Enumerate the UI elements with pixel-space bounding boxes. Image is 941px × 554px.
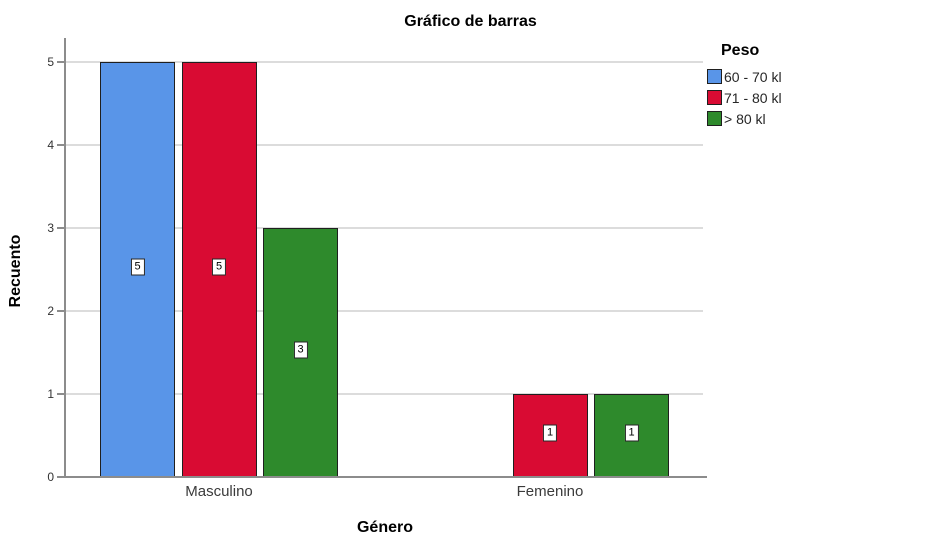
legend-title: Peso [721, 42, 760, 59]
chart-title: Gráfico de barras [404, 13, 537, 30]
gridline-y-4 [66, 144, 703, 146]
y-tick-label-3: 3 [47, 221, 54, 235]
legend: Peso 60 - 70 kl 71 - 80 kl > 80 kl [707, 42, 782, 132]
y-tick-label-1: 1 [47, 387, 54, 401]
legend-swatch-red [707, 90, 722, 105]
y-tick-label-4: 4 [47, 138, 54, 152]
legend-swatch-green [707, 111, 722, 126]
bar-value-label: 1 [542, 424, 558, 441]
y-tick-1 [57, 393, 65, 395]
y-tick-label-2: 2 [47, 304, 54, 318]
legend-label: 71 - 80 kl [724, 89, 782, 106]
x-axis-line [65, 475, 707, 478]
legend-label: > 80 kl [724, 110, 766, 127]
category-label-femenino: Femenino [516, 483, 584, 500]
legend-item-gt80: > 80 kl [707, 110, 782, 127]
gridline-y-2 [66, 310, 703, 312]
legend-swatch-blue [707, 69, 722, 84]
legend-item-71-80: 71 - 80 kl [707, 89, 782, 106]
y-tick-label-0: 0 [47, 470, 54, 484]
bar-value-label: 3 [293, 341, 308, 358]
y-tick-0 [57, 476, 65, 478]
legend-label: 60 - 70 kl [724, 68, 782, 85]
y-tick-5 [57, 61, 65, 63]
gridline-y-5 [66, 61, 703, 63]
x-axis-title: Género [356, 519, 413, 536]
gridline-y-3 [66, 227, 703, 229]
y-axis-title: Recuento [7, 234, 24, 308]
y-tick-3 [57, 227, 65, 229]
legend-item-60-70: 60 - 70 kl [707, 68, 782, 85]
gridline-y-1 [66, 393, 703, 395]
y-tick-4 [57, 144, 65, 146]
y-axis-line [64, 38, 66, 477]
y-tick-2 [57, 310, 65, 312]
category-label-masculino: Masculino [185, 483, 253, 500]
y-tick-label-5: 5 [47, 55, 54, 69]
bar-value-label: 5 [130, 258, 145, 275]
bar-value-label: 5 [211, 258, 227, 275]
bar-value-label: 1 [624, 424, 639, 441]
